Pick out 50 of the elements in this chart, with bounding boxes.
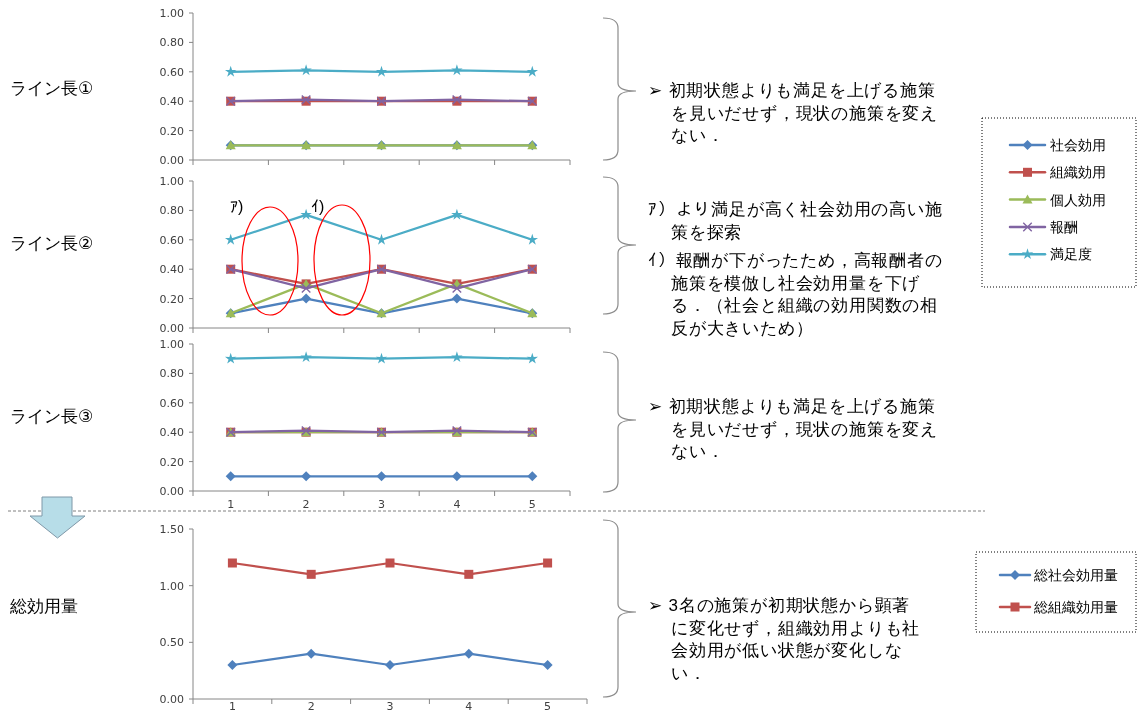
x-tick-label: 5 (528, 498, 536, 511)
x-tick-label: 2 (307, 700, 315, 713)
y-tick-label: 0.40 (159, 95, 184, 109)
y-tick-label: 0.00 (159, 322, 184, 335)
y-tick-label: 1.00 (159, 175, 184, 188)
y-tick-label: 0.80 (159, 204, 184, 218)
x-tick-label: 4 (465, 700, 473, 713)
legend-label: 報酬 (1050, 218, 1078, 235)
y-tick-label: 0.80 (159, 367, 184, 381)
x-tick-label: 2 (302, 498, 310, 511)
legend-label: 満足度 (1050, 246, 1092, 263)
legend-label: 個人効用 (1050, 191, 1106, 208)
x-tick-label: 1 (228, 700, 236, 713)
y-tick-label: 0.40 (159, 426, 184, 440)
y-tick-label: 0.60 (159, 396, 184, 410)
legend-label: 総社会効用量 (1033, 567, 1118, 583)
y-tick-label: 0.20 (159, 292, 184, 306)
x-tick-label: 1 (227, 498, 235, 511)
y-tick-label: 1.00 (159, 7, 184, 20)
y-tick-label: 1.00 (159, 579, 184, 593)
x-tick-label: 5 (544, 700, 552, 713)
y-tick-label: 0.20 (159, 124, 184, 138)
annotation: ｲ) (311, 198, 325, 215)
legend-label: 総組織効用量 (1033, 599, 1118, 615)
text: ライン長③ (10, 407, 94, 426)
x-tick-label: 3 (378, 498, 385, 511)
y-tick-label: 1.50 (159, 523, 184, 536)
annotation: ｱ) (230, 198, 244, 215)
y-tick-label: 1.00 (159, 338, 184, 351)
text: ➢ 初期状態よりも満足を上げる施策を見いだせず，現状の施策を変えない． (648, 396, 939, 463)
y-tick-label: 0.60 (159, 65, 184, 79)
y-tick-label: 0.00 (159, 154, 184, 167)
x-tick-label: 3 (386, 700, 394, 713)
x-tick-label: 4 (453, 498, 461, 511)
y-tick-label: 0.40 (159, 263, 184, 277)
y-tick-label: 0.00 (159, 693, 184, 706)
legend-label: 社会効用 (1050, 137, 1106, 153)
y-tick-label: 0.20 (159, 455, 184, 469)
text: ライン長② (10, 234, 94, 253)
text: ライン長① (10, 79, 94, 98)
legend-label: 組織効用 (1049, 164, 1106, 181)
text: ➢ 初期状態よりも満足を上げる施策を見いだせず，現状の施策を変えない． (648, 80, 939, 147)
text: ｲ）報酬が下がったため，高報酬者の施策を模倣し社会効用量を下げる．（社会と組織の効用関数の相反が大きいため） (648, 250, 943, 340)
text: 総効用量 (9, 597, 78, 616)
y-tick-label: 0.60 (159, 233, 184, 247)
y-tick-label: 0.80 (159, 36, 184, 50)
text: ➢ 3名の施策が初期状態から顕著に変化せず，組織効用よりも社会効用が低い状態が変化しない． (648, 595, 922, 685)
y-tick-label: 0.00 (159, 485, 184, 498)
text: ｱ）より満足が高く社会効用の高い施策を探索 (648, 199, 943, 244)
y-tick-label: 0.50 (159, 636, 184, 650)
